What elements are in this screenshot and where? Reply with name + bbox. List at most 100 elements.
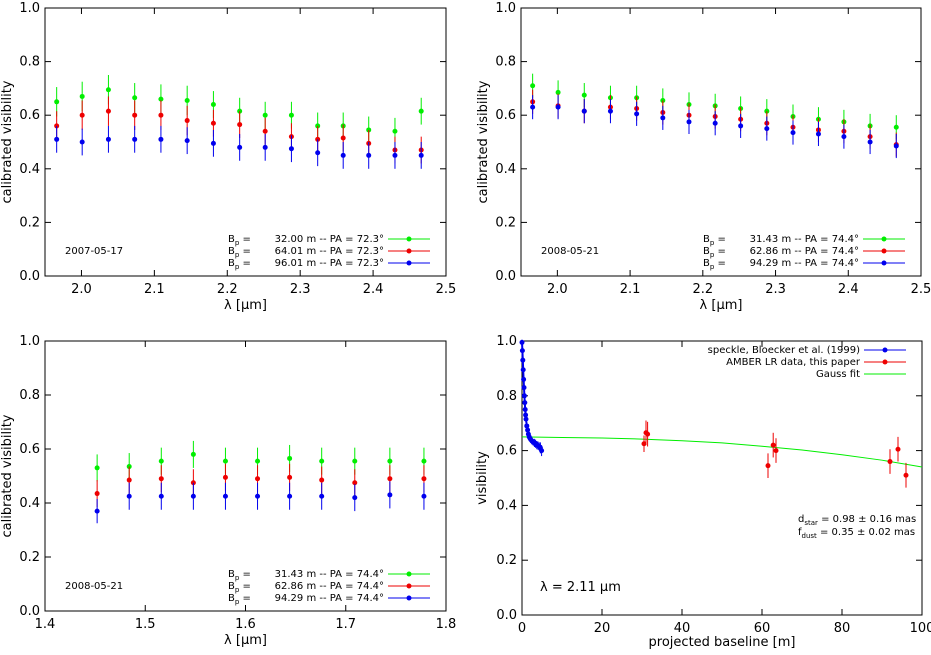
data-point	[319, 493, 325, 499]
data-point	[366, 152, 372, 158]
data-point	[523, 416, 529, 422]
panel-3: 0.0 0.2 0.4 0.6 0.8 1.0 1.4 1.5 1.6 1.7 1.8 λ [μm] c…	[0, 334, 456, 648]
x-tick-label: 1.5	[135, 617, 156, 632]
annotation-dstar: dstar = 0.98 ± 0.16 mas	[798, 514, 916, 527]
x-tick-label: 2.5	[911, 282, 931, 297]
data-point	[387, 458, 393, 464]
data-point	[521, 393, 527, 399]
data-point	[105, 108, 111, 114]
legend-prefix: Bp =	[703, 258, 726, 271]
data-point	[815, 131, 821, 137]
x-tick-label: 1.6	[235, 617, 256, 632]
series-3	[94, 481, 427, 524]
data-point	[79, 93, 85, 99]
data-point	[237, 144, 243, 150]
data-point	[222, 493, 228, 499]
data-point	[555, 89, 561, 95]
lambda-annotation: λ = 2.11 μm	[540, 580, 621, 595]
plot-frame	[44, 7, 447, 277]
x-tick-label: 2.3	[765, 282, 786, 297]
data-point	[262, 112, 268, 118]
legend-prefix: Bp =	[228, 234, 251, 247]
y-tick-label: 0.4	[496, 498, 517, 513]
data-point	[387, 492, 393, 498]
y-tick-label: 0.0	[19, 269, 40, 284]
data-point	[126, 493, 132, 499]
panel-4: 0.0 0.2 0.4 0.6 0.8 1.0 0 20 40 60 80 100 projected …	[475, 334, 931, 650]
x-tick-label: 2.2	[217, 282, 238, 297]
legend-entry: Bp = 62.86 m -- PA = 74.4°	[228, 581, 430, 594]
data-point	[237, 122, 243, 128]
legend-label: 94.29 m -- PA = 74.4°	[275, 593, 384, 604]
data-point	[255, 476, 261, 482]
y-tick-label: 0.8	[19, 388, 40, 403]
legend-swatch-point	[406, 583, 412, 589]
data-point	[287, 493, 293, 499]
x-tick-label: 1.4	[35, 617, 56, 632]
data-point	[94, 491, 100, 497]
x-tick-label: 60	[754, 621, 771, 636]
data-point	[555, 104, 561, 110]
data-point	[132, 95, 138, 101]
legend-label: 62.86 m -- PA = 74.4°	[275, 581, 384, 592]
legend-entry: AMBER LR data, this paper	[726, 357, 906, 368]
data-point	[522, 400, 528, 406]
data-point	[315, 150, 321, 156]
data-point	[126, 477, 132, 483]
panel-1: 0.0 0.2 0.4 0.6 0.8 1.0 2.0 2.1 2.2 2.3 2.4 2.5 λ [μ…	[0, 1, 456, 313]
y-tick-label: 0.6	[495, 108, 516, 123]
legend-label: Gauss fit	[816, 369, 860, 380]
data-point	[519, 348, 525, 354]
legend-entry: Bp = 64.01 m -- PA = 72.3°	[228, 246, 430, 259]
data-point	[158, 493, 164, 499]
legend-label: 31.43 m -- PA = 74.4°	[750, 234, 859, 245]
annotation-fdust: fdust = 0.35 ± 0.02 mas	[798, 527, 915, 540]
legend-prefix: Bp =	[703, 234, 726, 247]
legend-swatch-point	[882, 347, 888, 353]
data-point	[765, 463, 771, 469]
y-axis-title: calibrated visibility	[0, 80, 15, 203]
legend-prefix: Bp =	[228, 246, 251, 259]
legend-swatch-point	[406, 595, 412, 601]
data-point	[387, 476, 393, 482]
data-point	[421, 493, 427, 499]
y-tick-label: 1.0	[495, 1, 516, 16]
x-tick-label: 2.1	[144, 282, 165, 297]
data-point	[893, 143, 899, 149]
x-tick-label: 1.7	[335, 617, 356, 632]
x-axis-title: λ [μm]	[224, 633, 267, 648]
y-axis-title: calibrated visibility	[476, 80, 491, 203]
data-point	[255, 493, 261, 499]
data-point	[773, 448, 779, 454]
legend-prefix: Bp =	[228, 569, 251, 582]
data-point	[421, 476, 427, 482]
legend-label: 62.86 m -- PA = 74.4°	[750, 246, 859, 257]
series-speckle	[519, 339, 545, 457]
legend-prefix: Bp =	[703, 246, 726, 259]
legend-label: 96.01 m -- PA = 72.3°	[275, 258, 384, 269]
y-axis-title: calibrated visibility	[0, 414, 15, 537]
data-point	[54, 99, 60, 105]
data-point	[340, 135, 346, 141]
data-point	[190, 451, 196, 457]
y-tick-label: 0.2	[19, 215, 40, 230]
x-tick-label: 2.2	[692, 282, 713, 297]
x-tick-label: 20	[594, 621, 611, 636]
data-point	[581, 108, 587, 114]
legend-swatch-point	[406, 260, 412, 266]
y-axis-title: visibility	[475, 451, 490, 505]
data-point	[184, 138, 190, 144]
y-tick-label: 1.0	[19, 1, 40, 16]
date-annotation: 2008-05-21	[65, 581, 123, 592]
x-tick-label: 2.4	[363, 282, 384, 297]
y-tick-label: 0.8	[495, 55, 516, 70]
data-point	[132, 112, 138, 118]
legend-entry: Bp = 62.86 m -- PA = 74.4°	[703, 246, 905, 259]
data-point	[288, 146, 294, 152]
legend-entry: Bp = 31.43 m -- PA = 74.4°	[703, 234, 905, 247]
y-tick-label: 0.8	[19, 55, 40, 70]
data-point	[418, 152, 424, 158]
x-tick-label: 2.0	[547, 282, 568, 297]
data-point	[184, 118, 190, 124]
